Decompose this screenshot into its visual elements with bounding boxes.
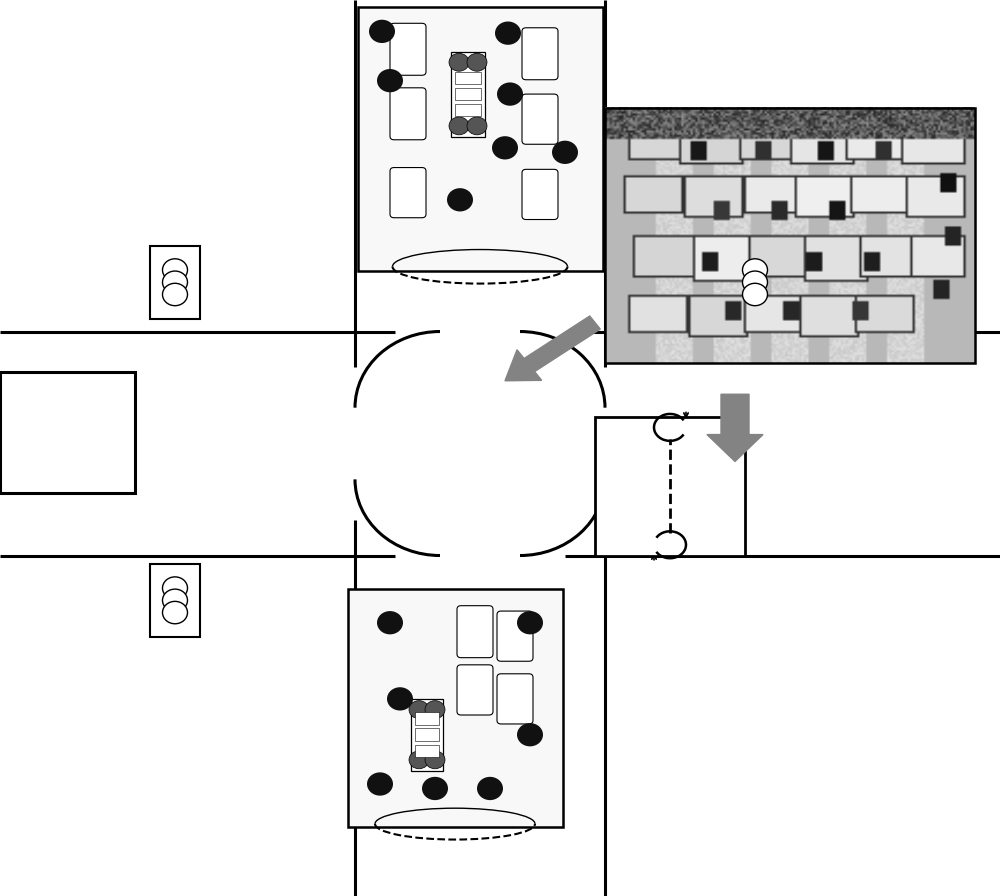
FancyBboxPatch shape	[390, 168, 426, 218]
Circle shape	[425, 751, 445, 769]
FancyArrow shape	[505, 316, 600, 381]
Circle shape	[387, 687, 413, 711]
Circle shape	[449, 54, 469, 72]
Circle shape	[742, 271, 768, 294]
Bar	[605, 108, 975, 363]
Bar	[415, 745, 439, 757]
Circle shape	[162, 259, 188, 281]
Circle shape	[162, 577, 188, 599]
Polygon shape	[355, 556, 605, 896]
Circle shape	[742, 259, 768, 281]
Polygon shape	[0, 332, 355, 556]
Circle shape	[552, 141, 578, 164]
FancyBboxPatch shape	[390, 23, 426, 75]
FancyBboxPatch shape	[497, 674, 533, 724]
Polygon shape	[355, 0, 605, 332]
Circle shape	[162, 590, 188, 611]
Circle shape	[477, 777, 503, 800]
Circle shape	[449, 116, 469, 134]
Circle shape	[377, 611, 403, 634]
Bar	[348, 590, 562, 826]
Circle shape	[422, 777, 448, 800]
Circle shape	[409, 701, 429, 719]
Circle shape	[162, 271, 188, 294]
FancyBboxPatch shape	[457, 665, 493, 715]
Circle shape	[409, 751, 429, 769]
Bar	[415, 712, 439, 725]
Bar	[455, 104, 481, 116]
FancyBboxPatch shape	[457, 606, 493, 658]
Circle shape	[162, 601, 188, 624]
Bar	[150, 246, 200, 319]
FancyBboxPatch shape	[522, 94, 558, 144]
Circle shape	[367, 772, 393, 796]
Circle shape	[467, 116, 487, 134]
Circle shape	[517, 611, 543, 634]
Circle shape	[492, 136, 518, 159]
FancyBboxPatch shape	[390, 88, 426, 140]
Circle shape	[162, 283, 188, 306]
Bar	[150, 564, 200, 637]
Circle shape	[377, 69, 403, 92]
Bar	[730, 246, 780, 319]
Circle shape	[467, 54, 487, 72]
FancyBboxPatch shape	[522, 28, 558, 80]
Circle shape	[425, 701, 445, 719]
Bar	[455, 72, 481, 84]
Bar	[411, 699, 443, 771]
Circle shape	[497, 82, 523, 106]
Bar	[455, 88, 481, 100]
FancyBboxPatch shape	[522, 169, 558, 220]
Bar	[595, 417, 745, 556]
Circle shape	[369, 20, 395, 43]
FancyArrow shape	[707, 394, 763, 461]
Circle shape	[495, 22, 521, 45]
Circle shape	[742, 283, 768, 306]
Bar	[0, 372, 135, 493]
Polygon shape	[355, 332, 605, 556]
FancyBboxPatch shape	[497, 611, 533, 661]
Polygon shape	[605, 332, 1000, 556]
Circle shape	[447, 188, 473, 211]
Bar	[358, 7, 602, 271]
Circle shape	[517, 723, 543, 746]
Bar	[451, 51, 485, 137]
Bar	[415, 728, 439, 741]
